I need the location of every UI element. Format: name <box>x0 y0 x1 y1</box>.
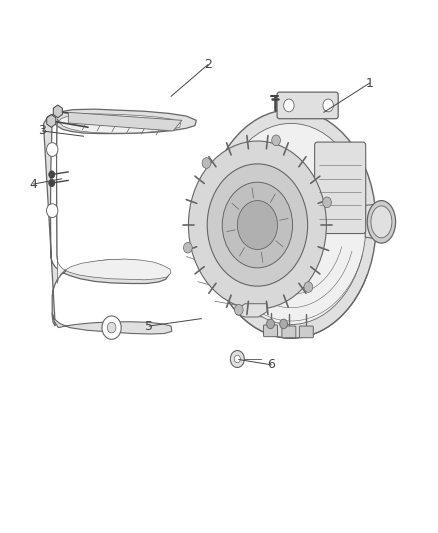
Ellipse shape <box>188 141 326 309</box>
Text: 2: 2 <box>204 58 212 71</box>
Ellipse shape <box>367 200 396 243</box>
FancyBboxPatch shape <box>282 326 296 338</box>
Polygon shape <box>47 115 56 127</box>
Polygon shape <box>237 304 267 317</box>
Text: 3: 3 <box>38 124 46 138</box>
Circle shape <box>202 158 211 168</box>
Circle shape <box>280 319 288 329</box>
Polygon shape <box>43 109 196 326</box>
Polygon shape <box>68 112 182 131</box>
Circle shape <box>49 171 55 178</box>
Circle shape <box>102 316 121 340</box>
Circle shape <box>267 319 275 329</box>
Ellipse shape <box>206 110 376 338</box>
FancyBboxPatch shape <box>277 92 338 119</box>
Polygon shape <box>57 114 180 284</box>
Text: 4: 4 <box>29 177 37 191</box>
Text: 6: 6 <box>268 358 276 372</box>
Circle shape <box>323 197 332 208</box>
Ellipse shape <box>237 200 278 249</box>
Circle shape <box>234 304 243 315</box>
Circle shape <box>107 322 116 333</box>
Ellipse shape <box>207 164 307 286</box>
FancyBboxPatch shape <box>264 325 278 337</box>
Polygon shape <box>52 313 172 334</box>
Circle shape <box>49 179 55 187</box>
FancyBboxPatch shape <box>314 142 366 233</box>
Text: 1: 1 <box>366 77 374 90</box>
Circle shape <box>46 204 58 217</box>
Polygon shape <box>53 105 62 118</box>
Polygon shape <box>365 204 387 239</box>
Circle shape <box>234 356 240 363</box>
Ellipse shape <box>222 182 293 268</box>
Ellipse shape <box>216 124 366 325</box>
Circle shape <box>46 143 58 157</box>
FancyBboxPatch shape <box>299 326 313 338</box>
Circle shape <box>230 351 244 368</box>
Circle shape <box>284 99 294 112</box>
Circle shape <box>323 99 333 112</box>
Text: 5: 5 <box>145 320 153 333</box>
Circle shape <box>304 282 313 293</box>
Circle shape <box>272 135 280 146</box>
Circle shape <box>184 243 192 253</box>
Ellipse shape <box>371 206 392 238</box>
